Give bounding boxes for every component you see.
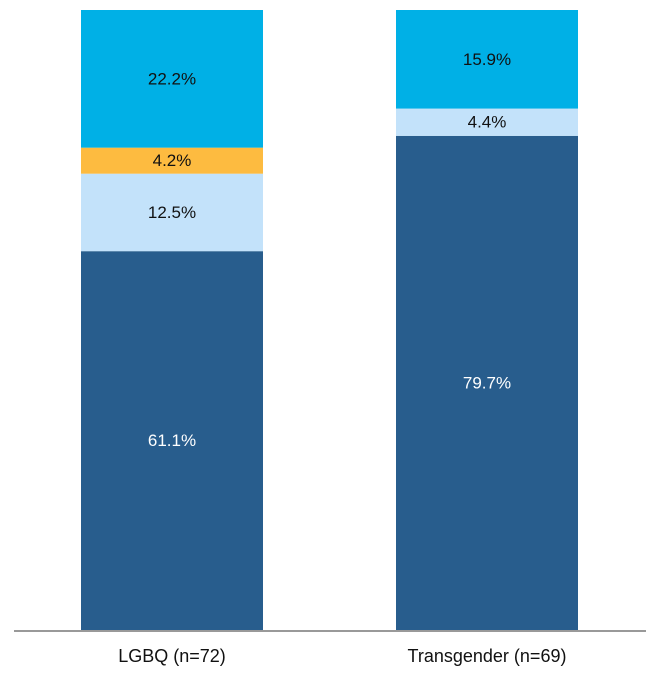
bar-segment-0-2	[81, 147, 263, 174]
data-label-0-2: 4.2%	[153, 151, 192, 170]
bar-segment-0-0	[81, 251, 263, 630]
segment-labels-group: 61.1% 12.5% 4.2% 22.2% 79.7% 4.4% 15.9%	[148, 50, 511, 450]
bars-group	[81, 10, 578, 631]
data-label-0-3: 22.2%	[148, 69, 196, 88]
data-label-1-0: 79.7%	[463, 373, 511, 392]
data-label-1-3: 15.9%	[463, 50, 511, 69]
bar-segment-0-1	[81, 173, 263, 252]
data-label-0-0: 61.1%	[148, 431, 196, 450]
category-label-1: Transgender (n=69)	[408, 646, 567, 666]
bar-segment-0-3	[81, 10, 263, 148]
bar-segment-1-0	[396, 135, 578, 631]
bar-segment-1-1	[396, 108, 578, 136]
data-label-1-1: 4.4%	[468, 113, 507, 132]
category-label-0: LGBQ (n=72)	[118, 646, 226, 666]
data-label-0-1: 12.5%	[148, 203, 196, 222]
category-labels-group: LGBQ (n=72) Transgender (n=69)	[118, 646, 566, 666]
bar-segment-1-3	[396, 10, 578, 109]
